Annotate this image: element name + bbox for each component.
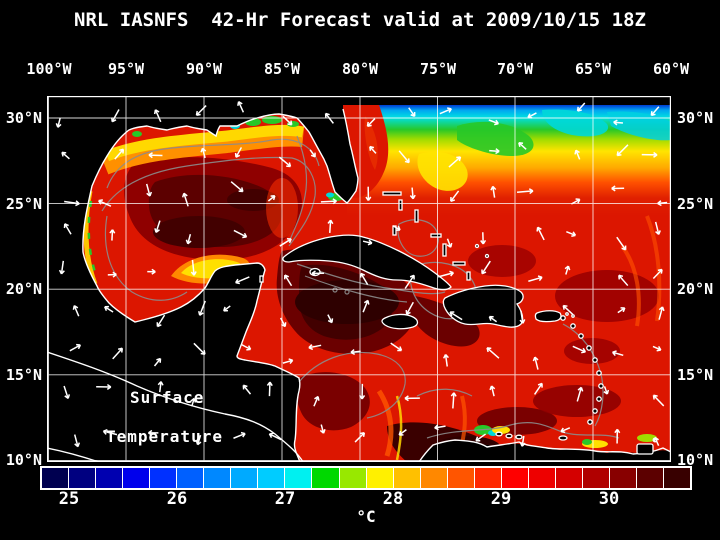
lon-tick-label: 60°W — [652, 60, 690, 78]
colorbar-cell — [177, 468, 204, 488]
colorbar-cell — [447, 468, 474, 488]
colorbar-cell — [582, 468, 609, 488]
colorbar-cell — [555, 468, 582, 488]
colorbar-cell — [420, 468, 447, 488]
colorbar-cell — [501, 468, 528, 488]
lon-tick-label: 75°W — [419, 60, 457, 78]
lon-tick-label: 90°W — [185, 60, 223, 78]
lat-tick-label: 10°N — [5, 451, 42, 469]
annotation-temperature: Temperature — [106, 427, 223, 446]
lat-tick-label: 15°N — [677, 366, 714, 384]
colorbar-cell — [150, 468, 177, 488]
sst-map-canvas — [47, 96, 671, 462]
colorbar-cell — [339, 468, 366, 488]
bathymetry-contours — [101, 135, 620, 439]
colorbar-cell — [258, 468, 285, 488]
colorbar-tick-label: 27 — [274, 489, 296, 509]
colorbar-cell — [312, 468, 339, 488]
colorbar-tick-label: 25 — [58, 489, 80, 509]
lon-tick-label: 85°W — [263, 60, 301, 78]
lon-tick-label: 70°W — [496, 60, 534, 78]
colorbar-tick-label: 28 — [382, 489, 404, 509]
wind-vector-arrows — [55, 100, 668, 448]
lat-tick-label: 30°N — [5, 109, 42, 127]
colorbar-cell — [231, 468, 258, 488]
colorbar-cell — [204, 468, 231, 488]
lon-tick-label: 95°W — [107, 60, 145, 78]
lon-tick-label: 100°W — [26, 60, 72, 78]
colorbar-tick-label: 30 — [598, 489, 620, 509]
page-title: NRL IASNFS 42-Hr Forecast valid at 2009/… — [74, 9, 646, 31]
islands — [259, 191, 658, 455]
colorbar-cell — [123, 468, 150, 488]
annotation-surface: Surface — [130, 388, 205, 407]
lat-tick-label: 15°N — [5, 366, 42, 384]
colorbar-tick-label: 29 — [490, 489, 512, 509]
colorbar-cell — [474, 468, 501, 488]
map-frame — [47, 96, 671, 462]
colorbar-cell — [393, 468, 420, 488]
lon-tick-label: 65°W — [574, 60, 612, 78]
colorbar-cell — [609, 468, 637, 488]
lat-tick-label: 30°N — [677, 109, 714, 127]
lat-tick-label: 20°N — [677, 280, 714, 298]
lat-tick-label: 20°N — [5, 280, 42, 298]
colorbar-cell — [366, 468, 393, 488]
lat-tick-label: 25°N — [677, 195, 714, 213]
colorbar-cell — [528, 468, 555, 488]
lat-lon-grid — [47, 96, 671, 462]
colorbar-unit: °C — [356, 507, 376, 526]
colorbar-cell — [69, 468, 96, 488]
lat-tick-label: 25°N — [5, 195, 42, 213]
temperature-colorbar — [40, 466, 692, 490]
colorbar-tick-label: 26 — [166, 489, 188, 509]
lon-tick-label: 80°W — [341, 60, 379, 78]
colorbar-cell — [285, 468, 312, 488]
colorbar-cell — [664, 468, 691, 488]
lat-tick-label: 10°N — [677, 451, 714, 469]
colorbar-cell — [96, 468, 123, 488]
colorbar-cell — [42, 468, 69, 488]
colorbar-cell — [637, 468, 664, 488]
